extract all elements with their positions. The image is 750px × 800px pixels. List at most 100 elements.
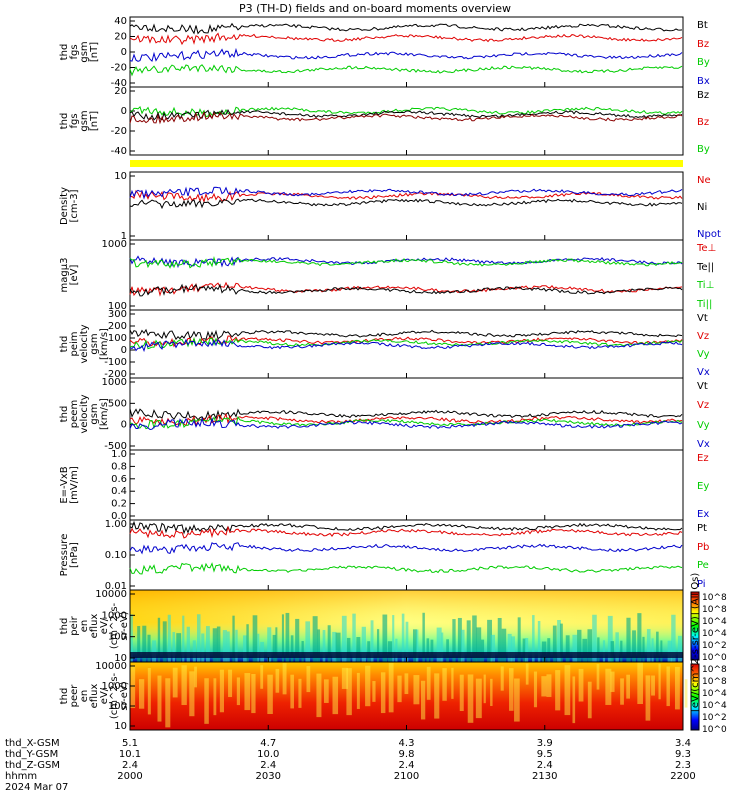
electron-spectrogram-streak: [442, 668, 447, 701]
y-tick-label: -40: [111, 78, 127, 89]
ion-spectrogram-streak: [446, 639, 449, 662]
ion-spectrogram-streak: [490, 634, 496, 662]
y-tick-label: 0: [121, 47, 127, 58]
ion-spectrogram-streak: [610, 641, 615, 662]
y-tick-label: -100: [104, 357, 127, 368]
ion-spectrogram-streak: [130, 614, 133, 662]
panel-ylabel: Pressure [nPa]: [59, 533, 80, 577]
y-tick-label: 0.10: [105, 550, 127, 561]
electron-spectrogram-streak: [674, 666, 680, 710]
panel-frame: [129, 449, 684, 521]
electron-spectrogram-streak: [316, 673, 322, 718]
panel-ylabel: thd peim velocity gsm [km/s]: [59, 324, 110, 364]
electron-spectrogram-streak: [572, 676, 576, 724]
colorbar-tick-label: 10^8: [702, 677, 727, 687]
ion-spectrogram-streak: [361, 626, 366, 662]
y-tick-label: 1.00: [105, 519, 127, 530]
ephem-value: 2130: [532, 771, 558, 782]
ion-spectrogram-streak: [401, 613, 405, 662]
electron-spectrogram-streak: [684, 679, 688, 708]
colorbar-tick-label: 10^8: [702, 665, 727, 675]
ion-spectrogram-streak: [615, 632, 619, 662]
electron-spectrogram-streak: [275, 668, 280, 693]
ion-spectrogram-streak: [335, 632, 341, 662]
ion-spectrogram-streak: [212, 628, 218, 662]
ion-spectrogram-streak: [476, 627, 482, 662]
legend-item: Bz: [697, 38, 710, 50]
ion-spectrogram-streak: [301, 641, 304, 662]
ion-spectrogram-streak: [412, 629, 418, 662]
ion-spectrogram-streak: [552, 625, 557, 662]
ephem-label-x: thd_X-GSM: [5, 738, 60, 749]
electron-spectrogram-streak: [130, 665, 136, 709]
legend-item: Bx: [697, 76, 710, 87]
ion-spectrogram-streak: [671, 614, 676, 662]
ephem-value: 5.1: [122, 738, 138, 749]
ephem-label-hhmm: hhmm: [5, 771, 38, 782]
electron-spectrogram-streak: [251, 674, 256, 714]
series-line: [129, 32, 683, 46]
ephem-value: 2100: [393, 771, 420, 782]
ion-spectrogram-streak: [487, 619, 492, 662]
y-tick-label: 500: [108, 398, 127, 409]
ion-spectrogram-streak: [537, 621, 541, 662]
ion-spectrogram-streak: [162, 621, 167, 662]
colorbar-tick-label: 10^4: [702, 689, 727, 699]
ion-spectrogram-streak: [522, 638, 526, 662]
series-line: [129, 408, 683, 421]
electron-spectrogram-streak: [596, 664, 600, 690]
ion-spectrogram-streak: [620, 640, 623, 662]
ion-spectrogram-streak: [295, 618, 300, 662]
ion-spectrogram-streak: [352, 613, 356, 662]
electron-spectrogram-streak: [483, 674, 486, 704]
ion-spectrogram-streak: [260, 641, 265, 662]
electron-spectrogram-streak: [213, 678, 217, 716]
legend-item: Vz: [697, 331, 710, 342]
ephem-value: 10.0: [257, 749, 280, 760]
ion-spectrogram-streak: [356, 637, 361, 662]
ephem-column: 4.3 9.8 2.4 2100: [377, 738, 437, 782]
electron-spectrogram-streak: [147, 667, 151, 715]
ion-spectrogram-streak: [281, 614, 284, 662]
y-tick-label: -200: [104, 369, 127, 380]
ion-spectrogram-streak: [547, 638, 551, 662]
y-tick-label: 100: [108, 701, 127, 712]
ion-spectrogram-streak: [341, 615, 347, 662]
y-tick-label: 10000: [95, 661, 127, 672]
ion-spectrogram-streak: [436, 627, 442, 662]
legend-item: Ti⊥: [697, 280, 715, 292]
ion-spectrogram-streak: [422, 612, 425, 662]
colorbar-tick-label: 10^8: [702, 605, 727, 615]
electron-spectrogram-streak: [181, 665, 187, 706]
ion-spectrogram-streak: [511, 636, 515, 662]
y-tick-label: 1000: [102, 377, 127, 388]
legend-item: Ti||: [697, 299, 713, 310]
y-tick-label: 20: [114, 86, 127, 97]
series-line: [129, 412, 683, 427]
ephemeris-labels: thd_X-GSM thd_Y-GSM thd_Z-GSM hhmm 2024 …: [5, 738, 68, 793]
ephem-value: 2030: [255, 771, 281, 782]
ion-spectrogram-streak: [182, 615, 185, 662]
electron-spectrogram-streak: [451, 667, 454, 699]
y-tick-label: 100: [108, 301, 127, 312]
ion-spectrogram-streak: [632, 630, 636, 662]
ephem-column: 3.9 9.5 2.4 2130: [515, 738, 575, 782]
ion-spectrogram-streak: [565, 635, 570, 662]
ion-spectrogram-streak: [172, 632, 175, 662]
ephem-column: 5.1 10.1 2.4 2000: [100, 738, 160, 782]
legend-item: Ey: [697, 481, 710, 492]
series-line: [129, 525, 683, 539]
electron-spectrogram-streak: [610, 671, 615, 692]
ion-spectrogram-streak: [392, 615, 395, 662]
series-line: [129, 542, 683, 555]
y-tick-label: -20: [111, 126, 127, 137]
ion-spectrogram-streak: [346, 637, 351, 662]
y-tick-label: 0.01: [105, 581, 127, 592]
legend-item: Npot: [697, 229, 721, 240]
ion-spectrogram-streak: [257, 633, 260, 662]
ion-spectrogram-streak: [667, 640, 672, 662]
electron-spectrogram-streak: [475, 678, 482, 719]
ion-low-energy-band: [130, 652, 683, 658]
series-line: [129, 22, 683, 35]
panel-ylabel: thd fgs gsm [nT]: [59, 110, 100, 132]
